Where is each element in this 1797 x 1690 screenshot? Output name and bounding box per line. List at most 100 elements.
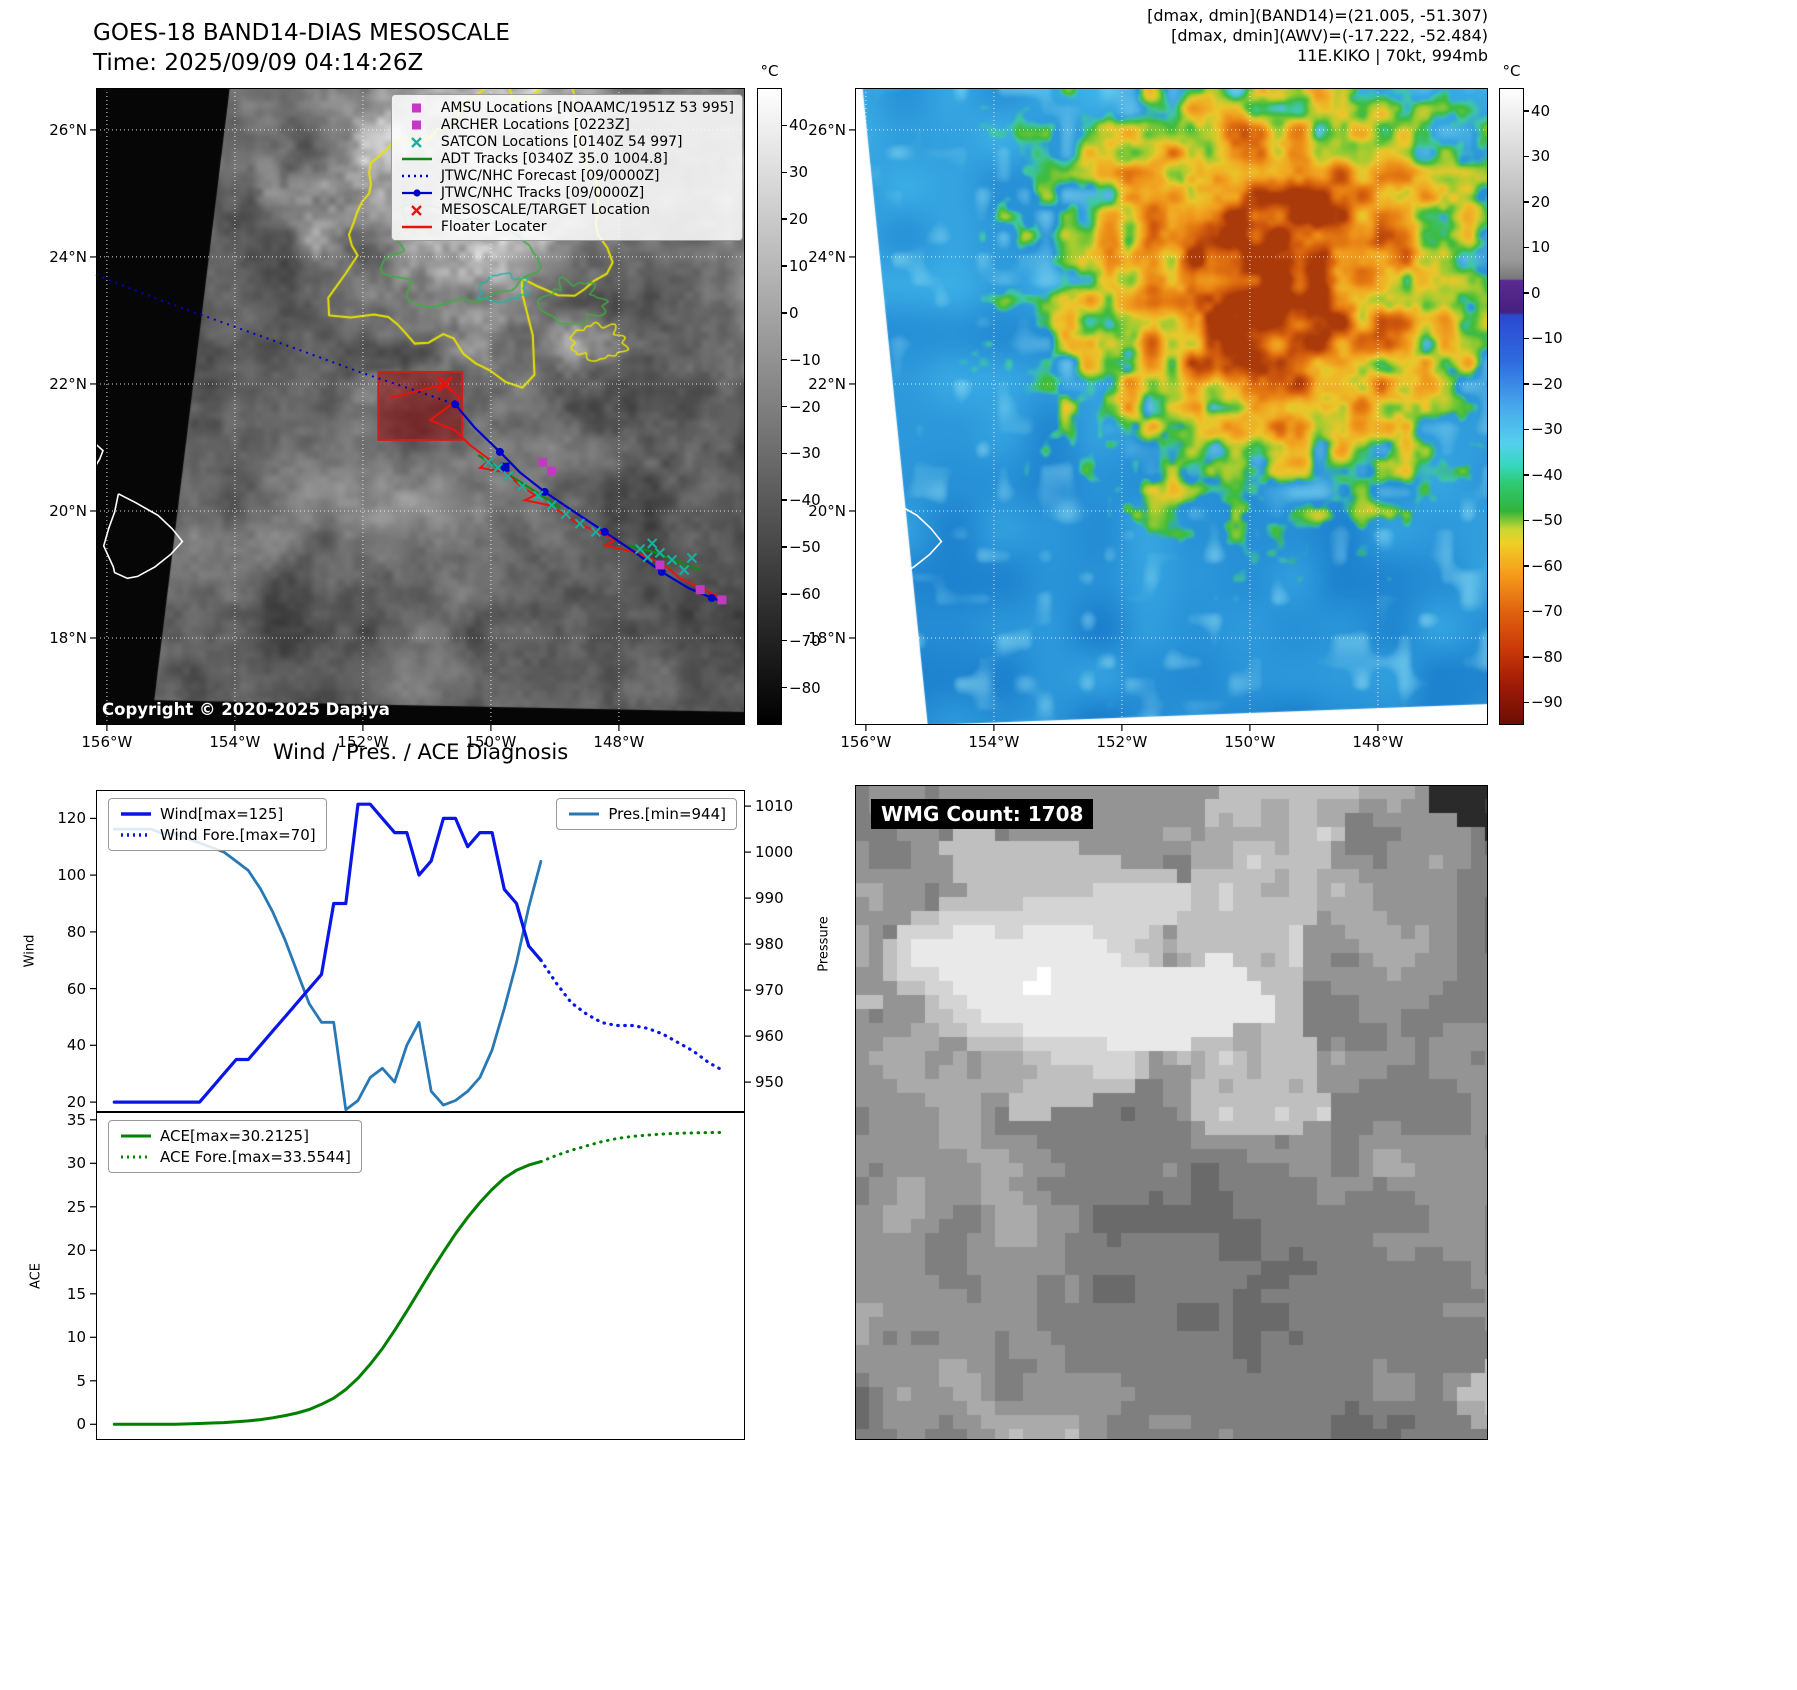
y-tick-label: 120: [57, 809, 86, 828]
colorbar-tick-mark: [1524, 428, 1529, 430]
legend-item: Wind Fore.[max=70]: [119, 826, 316, 844]
lon-tick-label: 152°W: [1096, 733, 1148, 751]
x-marker-icon: [411, 137, 422, 148]
wmg-count-label: WMG Count: 1708: [871, 799, 1094, 829]
colorbar-tick-mark: [782, 546, 787, 548]
awv-storm-info: 11E.KIKO | 70kt, 994mb: [1297, 46, 1488, 65]
wind-pressure-chart: 20 40 60 80 100 120 950 960 970 980 990 1000 1010 Win…: [57, 790, 793, 1112]
y-tick-label: 35: [66, 1110, 86, 1129]
square-marker-icon: [411, 103, 421, 113]
y2-tick-label: 980: [755, 935, 784, 954]
colorbar-tick-mark: [782, 265, 787, 267]
colorbar-tick-label: −70: [789, 631, 821, 650]
colorbar-tick-mark: [1524, 110, 1529, 112]
lat-tick-label: 20°N: [49, 501, 87, 520]
y-tick-label: 25: [66, 1197, 86, 1216]
pressure-axis-label: Pressure: [816, 916, 832, 972]
x-marker-icon: [411, 205, 422, 216]
legend-item: ADT Tracks [0340Z 35.0 1004.8]: [400, 151, 734, 167]
y2-tick-label: 1010: [755, 797, 794, 816]
y-tick-label: 80: [66, 922, 86, 941]
line-dot-marker-icon: [401, 189, 432, 197]
y-tick-label: 40: [66, 1036, 86, 1055]
jtwc-forecast-track: [95, 273, 456, 406]
legend-item: MESOSCALE/TARGET Location: [400, 202, 734, 218]
ace-chart: 0 5 10 15 20 25 30 35 ACE[max=30.2125] ACE Fore.[…: [67, 1111, 745, 1440]
colorbar-tick-label: −60: [1531, 556, 1563, 575]
lat-tick-label: 24°N: [808, 247, 846, 266]
coastlines: [854, 443, 943, 580]
coastlines: [95, 443, 184, 580]
mesoscale-target-marker: [436, 375, 453, 393]
legend-label: Wind[max=125]: [160, 805, 284, 823]
colorbar-tick-mark: [782, 124, 787, 127]
colorbar-tick-mark: [782, 593, 787, 595]
y2-tick-label: 990: [755, 889, 784, 908]
colorbar-tick-label: −70: [1531, 602, 1563, 621]
colorbar-tick-label: −50: [1531, 511, 1563, 530]
band14-time: Time: 2025/09/09 04:14:26Z: [93, 50, 424, 76]
colorbar-tick-label: −10: [789, 350, 821, 369]
colorbar-tick-mark: [1524, 474, 1529, 476]
colorbar-tick-label: 40: [1531, 101, 1551, 120]
wind-axis-label: Wind: [22, 934, 38, 968]
y-tick-label: 20: [66, 1241, 86, 1260]
jtwc-track: [454, 403, 723, 603]
band14-colorbar-unit: °C: [760, 62, 779, 80]
lat-tick-label: 24°N: [49, 247, 87, 266]
y-tick-label: 15: [66, 1284, 86, 1303]
colorbar-tick-label: −80: [1531, 647, 1563, 666]
legend-label: ACE[max=30.2125]: [160, 1127, 309, 1145]
line-marker-icon: [401, 157, 432, 161]
legend-item: JTWC/NHC Tracks [09/0000Z]: [400, 185, 734, 201]
colorbar-tick-label: −90: [1531, 693, 1563, 712]
awv-satellite-image: [855, 88, 1488, 725]
lat-tick-label: 22°N: [49, 374, 87, 393]
legend-item: ACE Fore.[max=33.5544]: [119, 1148, 351, 1166]
y-tick-label: 5: [76, 1371, 86, 1390]
awv-map-overlay: [849, 88, 1488, 731]
y-tick-label: 60: [66, 979, 86, 998]
lon-tick-label: 156°W: [81, 733, 133, 751]
colorbar-tick-label: −10: [1531, 329, 1563, 348]
lon-tick-label: 150°W: [465, 733, 517, 751]
colorbar-tick-mark: [782, 218, 787, 220]
awv-colorbar-unit: °C: [1502, 62, 1521, 80]
lon-tick-label: 148°W: [593, 733, 645, 751]
awv-colorbar: °C 40 30 20 10 0 −10 −20 −30 −40 −50 −60 −70 −80 −90: [1499, 62, 1563, 725]
legend-label: ADT Tracks [0340Z 35.0 1004.8]: [440, 151, 668, 167]
lon-tick-label: 148°W: [1352, 733, 1404, 751]
line-marker-icon: [401, 225, 432, 229]
square-marker-icon: [411, 120, 421, 130]
colorbar-tick-mark: [1524, 656, 1529, 658]
colorbar-tick-mark: [782, 686, 787, 689]
colorbar-tick-mark: [1524, 155, 1529, 157]
lon-tick-label: 150°W: [1224, 733, 1276, 751]
legend-label: SATCON Locations [0140Z 54 997]: [440, 134, 683, 150]
legend-label: MESOSCALE/TARGET Location: [440, 202, 650, 218]
colorbar-tick-label: −20: [1531, 374, 1563, 393]
legend-label: JTWC/NHC Forecast [09/0000Z]: [440, 168, 660, 184]
colorbar-tick-mark: [1524, 565, 1529, 567]
legend: AMSU Locations [NOAAMC/1951Z 53 995] ARCH…: [390, 94, 743, 241]
lat-tick-label: 22°N: [808, 374, 846, 393]
dotted-marker-icon: [401, 174, 432, 178]
awv-header-block: [dmax, dmin](BAND14)=(21.005, -51.307) […: [855, 6, 1488, 66]
y2-tick-label: 950: [755, 1073, 784, 1092]
legend-item: Floater Locater: [400, 219, 734, 235]
band14-colorbar-gradient: [757, 88, 782, 725]
colorbar-tick-label: −50: [789, 538, 821, 556]
legend: ACE[max=30.2125] ACE Fore.[max=33.5544]: [108, 1120, 362, 1173]
legend: Pres.[min=944]: [556, 798, 737, 830]
colorbar-tick-mark: [1524, 246, 1529, 248]
awv-colorbar-gradient: [1499, 88, 1524, 725]
band14-colorbar: °C 40 30 20 10 0 −10 −20 −30 −40 −50 −60 −70 −80: [757, 62, 821, 725]
legend-item: SATCON Locations [0140Z 54 997]: [400, 134, 734, 150]
wmg-image: [855, 785, 1488, 1440]
colorbar-tick-label: 0: [789, 303, 799, 322]
colorbar-tick-label: 10: [789, 256, 809, 275]
legend-label: JTWC/NHC Tracks [09/0000Z]: [440, 185, 645, 201]
series-pressure: [112, 827, 543, 1112]
copyright-text: Copyright © 2020-2025 Dapiya: [102, 700, 390, 719]
